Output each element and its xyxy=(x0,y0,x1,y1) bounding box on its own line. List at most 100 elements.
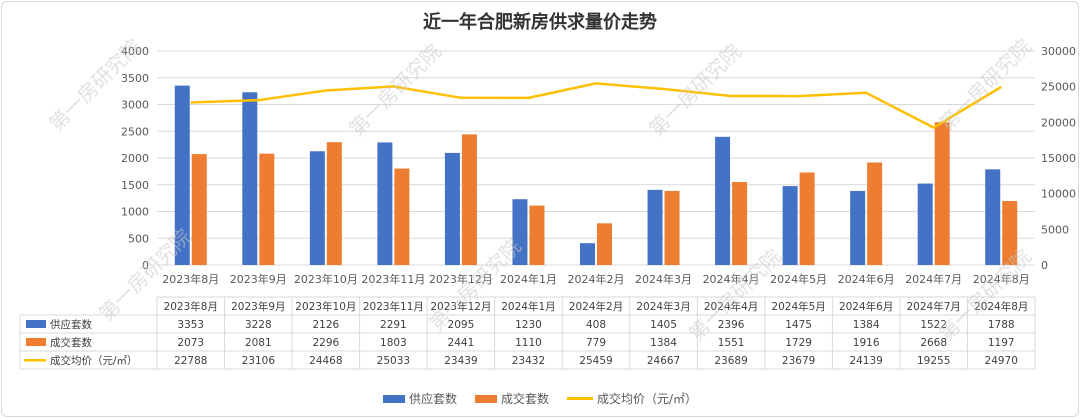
table-value-cell: 3228 xyxy=(245,319,272,331)
watermark-text: 第一房研究院 xyxy=(44,34,146,136)
watermark-text: 第一房研究院 xyxy=(344,39,446,141)
legend-swatch-price xyxy=(566,397,593,400)
table-value-cell: 19255 xyxy=(917,355,950,367)
line-price xyxy=(190,82,1002,129)
table-value-cell: 23679 xyxy=(782,355,815,367)
table-row-label: 成交均价（元/㎡） xyxy=(50,354,138,367)
bar-supply xyxy=(309,151,325,265)
table-header-cell: 2023年9月 xyxy=(231,300,285,313)
bar-supply xyxy=(242,92,258,265)
table-value-cell: 23689 xyxy=(714,355,747,367)
table-value-cell: 1788 xyxy=(988,319,1015,331)
y-left-tick-label: 3000 xyxy=(121,99,149,112)
table-value-cell: 24468 xyxy=(309,355,342,367)
bar-deal xyxy=(664,190,680,265)
y-left-tick-label: 1000 xyxy=(121,206,149,219)
table-value-cell: 25459 xyxy=(579,355,612,367)
table-value-cell: 23106 xyxy=(242,355,276,367)
table-legend-swatch xyxy=(24,359,46,362)
legend-label-deal: 成交套数 xyxy=(500,392,549,406)
bar-deal xyxy=(326,142,342,265)
table-value-cell: 23439 xyxy=(444,355,477,367)
legend-item-price: 成交均价（元/㎡） xyxy=(566,390,698,407)
table-value-cell: 1522 xyxy=(920,319,947,331)
table-legend-swatch xyxy=(26,320,46,328)
table-value-cell: 2441 xyxy=(448,337,475,349)
legend-item-supply: 供应套数 xyxy=(382,390,457,407)
bar-supply xyxy=(917,183,933,265)
bar-supply xyxy=(715,136,731,265)
bar-deal xyxy=(1002,200,1018,265)
bar-deal xyxy=(867,162,883,265)
x-tick-label: 2023年12月 xyxy=(429,272,493,286)
table-value-cell: 25033 xyxy=(377,355,410,367)
y-left-tick-label: 4000 xyxy=(121,45,149,58)
table-row-label: 成交套数 xyxy=(50,336,92,349)
bar-deal xyxy=(191,154,207,265)
table-value-cell: 408 xyxy=(586,319,606,331)
y-right-tick-label: 15000 xyxy=(1041,152,1076,165)
table-value-cell: 1803 xyxy=(380,337,407,349)
table-value-cell: 1916 xyxy=(853,337,880,349)
y-left-tick-label: 2000 xyxy=(121,152,149,165)
table-value-cell: 1551 xyxy=(718,337,745,349)
table-header-cell: 2024年5月 xyxy=(771,300,825,313)
bar-deal xyxy=(394,168,410,265)
table-row-label: 供应套数 xyxy=(50,318,92,331)
x-tick-label: 2024年7月 xyxy=(905,272,962,286)
bar-supply xyxy=(647,189,663,265)
table-value-cell: 22788 xyxy=(174,355,207,367)
x-tick-label: 2024年3月 xyxy=(635,272,692,286)
chart-title: 近一年合肥新房供求量价走势 xyxy=(423,12,657,33)
table-value-cell: 2095 xyxy=(448,319,475,331)
table-value-cell: 1475 xyxy=(785,319,812,331)
table-header-cell: 2024年6月 xyxy=(839,300,893,313)
table-value-cell: 779 xyxy=(586,337,606,349)
table-value-cell: 1729 xyxy=(785,337,812,349)
x-tick-label: 2024年6月 xyxy=(838,272,895,286)
bar-deal xyxy=(799,172,815,265)
x-tick-label: 2023年11月 xyxy=(361,272,425,286)
x-tick-label: 2023年9月 xyxy=(230,272,287,286)
watermark-text: 第一房研究院 xyxy=(644,39,746,141)
table-value-cell: 2073 xyxy=(177,337,204,349)
table-value-cell: 2126 xyxy=(312,319,339,331)
y-right-tick-label: 25000 xyxy=(1041,81,1076,94)
y-left-tick-label: 3500 xyxy=(121,72,149,85)
table-value-cell: 23432 xyxy=(512,355,545,367)
bar-supply xyxy=(782,186,798,265)
bar-supply xyxy=(444,152,460,265)
table-value-cell: 1384 xyxy=(650,337,677,349)
table-header-cell: 2024年7月 xyxy=(906,300,960,313)
legend-item-deal: 成交套数 xyxy=(474,390,549,407)
legend-label-price: 成交均价（元/㎡） xyxy=(596,392,698,406)
bar-supply xyxy=(985,169,1001,265)
bar-deal xyxy=(529,205,545,265)
table-header-cell: 2024年3月 xyxy=(636,300,690,313)
x-tick-label: 2024年1月 xyxy=(500,272,557,286)
y-right-tick-label: 10000 xyxy=(1041,188,1076,201)
y-right-tick-label: 30000 xyxy=(1041,45,1076,58)
legend-swatch-supply xyxy=(382,394,405,403)
table-value-cell: 2291 xyxy=(380,319,407,331)
table-legend-swatch xyxy=(26,338,46,346)
table-value-cell: 1197 xyxy=(988,337,1015,349)
bar-supply xyxy=(377,142,393,265)
table-value-cell: 2396 xyxy=(718,319,745,331)
y-left-tick-label: 2500 xyxy=(121,125,149,138)
bar-deal xyxy=(934,122,950,266)
table-header-cell: 2024年4月 xyxy=(704,300,758,313)
table-value-cell: 24139 xyxy=(849,355,882,367)
x-tick-label: 2023年8月 xyxy=(162,272,219,286)
table-value-cell: 1405 xyxy=(650,319,677,331)
table-value-cell: 24970 xyxy=(985,355,1018,367)
table-header-cell: 2024年2月 xyxy=(569,300,623,313)
table-value-cell: 2081 xyxy=(245,337,272,349)
table-header-cell: 2023年10月 xyxy=(295,300,356,313)
x-tick-label: 2024年8月 xyxy=(973,272,1030,286)
table-value-cell: 3353 xyxy=(177,319,204,331)
bar-supply xyxy=(580,243,595,265)
table-header-cell: 2024年8月 xyxy=(974,300,1028,313)
x-tick-label: 2024年4月 xyxy=(703,272,760,286)
